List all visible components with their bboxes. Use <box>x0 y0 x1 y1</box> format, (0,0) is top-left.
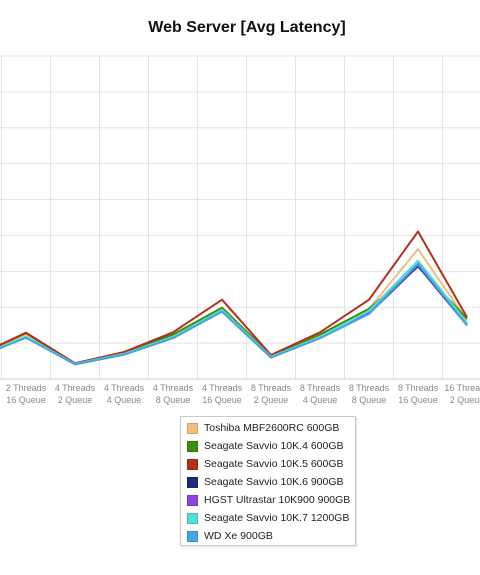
x-tick-label: 8 Threads 2 Queue <box>251 383 292 405</box>
legend-label: HGST Ultrastar 10K900 900GB <box>204 494 351 506</box>
x-tick-label: 2 Threads 16 Queue <box>6 383 47 405</box>
x-tick-label: 8 Threads 16 Queue <box>398 383 439 405</box>
x-tick-label: 8 Threads 4 Queue <box>300 383 341 405</box>
legend-swatch <box>187 458 198 470</box>
legend-label: Seagate Savvio 10K.7 1200GB <box>204 512 350 524</box>
legend-item[interactable]: Seagate Savvio 10K.5 600GB <box>181 455 355 473</box>
legend-item[interactable]: Seagate Savvio 10K.6 900GB <box>181 473 355 491</box>
legend-swatch <box>187 476 198 488</box>
legend-swatch <box>187 530 198 542</box>
series-lines <box>0 230 468 366</box>
legend-swatch <box>187 440 198 452</box>
series-line-7 <box>0 262 468 366</box>
x-tick-label: 4 Threads 16 Queue <box>202 383 243 405</box>
x-tick-label: 4 Threads 4 Queue <box>104 383 145 405</box>
x-tick-label: 8 Threads 8 Queue <box>349 383 390 405</box>
legend: Toshiba MBF2600RC 600GB Seagate Savvio 10… <box>180 416 356 546</box>
legend-item[interactable]: HGST Ultrastar 10K900 900GB <box>181 491 355 509</box>
legend-item[interactable]: WD Xe 900GB <box>181 527 355 545</box>
legend-item[interactable]: Seagate Savvio 10K.7 1200GB <box>181 509 355 527</box>
series-line-4 <box>0 264 468 366</box>
legend-label: Seagate Savvio 10K.6 900GB <box>204 476 344 488</box>
legend-label: Seagate Savvio 10K.5 600GB <box>204 458 344 470</box>
series-line-3 <box>0 230 468 365</box>
series-line-1 <box>0 248 468 365</box>
series-line-5 <box>0 263 468 365</box>
legend-swatch <box>187 422 198 434</box>
legend-label: WD Xe 900GB <box>204 530 273 542</box>
legend-label: Seagate Savvio 10K.4 600GB <box>204 440 344 452</box>
chart-title: Web Server [Avg Latency] <box>148 19 346 36</box>
legend-item[interactable]: Seagate Savvio 10K.4 600GB <box>181 437 355 455</box>
legend-label: Toshiba MBF2600RC 600GB <box>204 422 340 434</box>
grid <box>0 55 480 380</box>
legend-swatch <box>187 512 198 524</box>
x-tick-label: 4 Threads 2 Queue <box>55 383 96 405</box>
x-tick-label: 4 Threads 8 Queue <box>153 383 194 405</box>
legend-item[interactable]: Toshiba MBF2600RC 600GB <box>181 419 355 437</box>
legend-swatch <box>187 494 198 506</box>
